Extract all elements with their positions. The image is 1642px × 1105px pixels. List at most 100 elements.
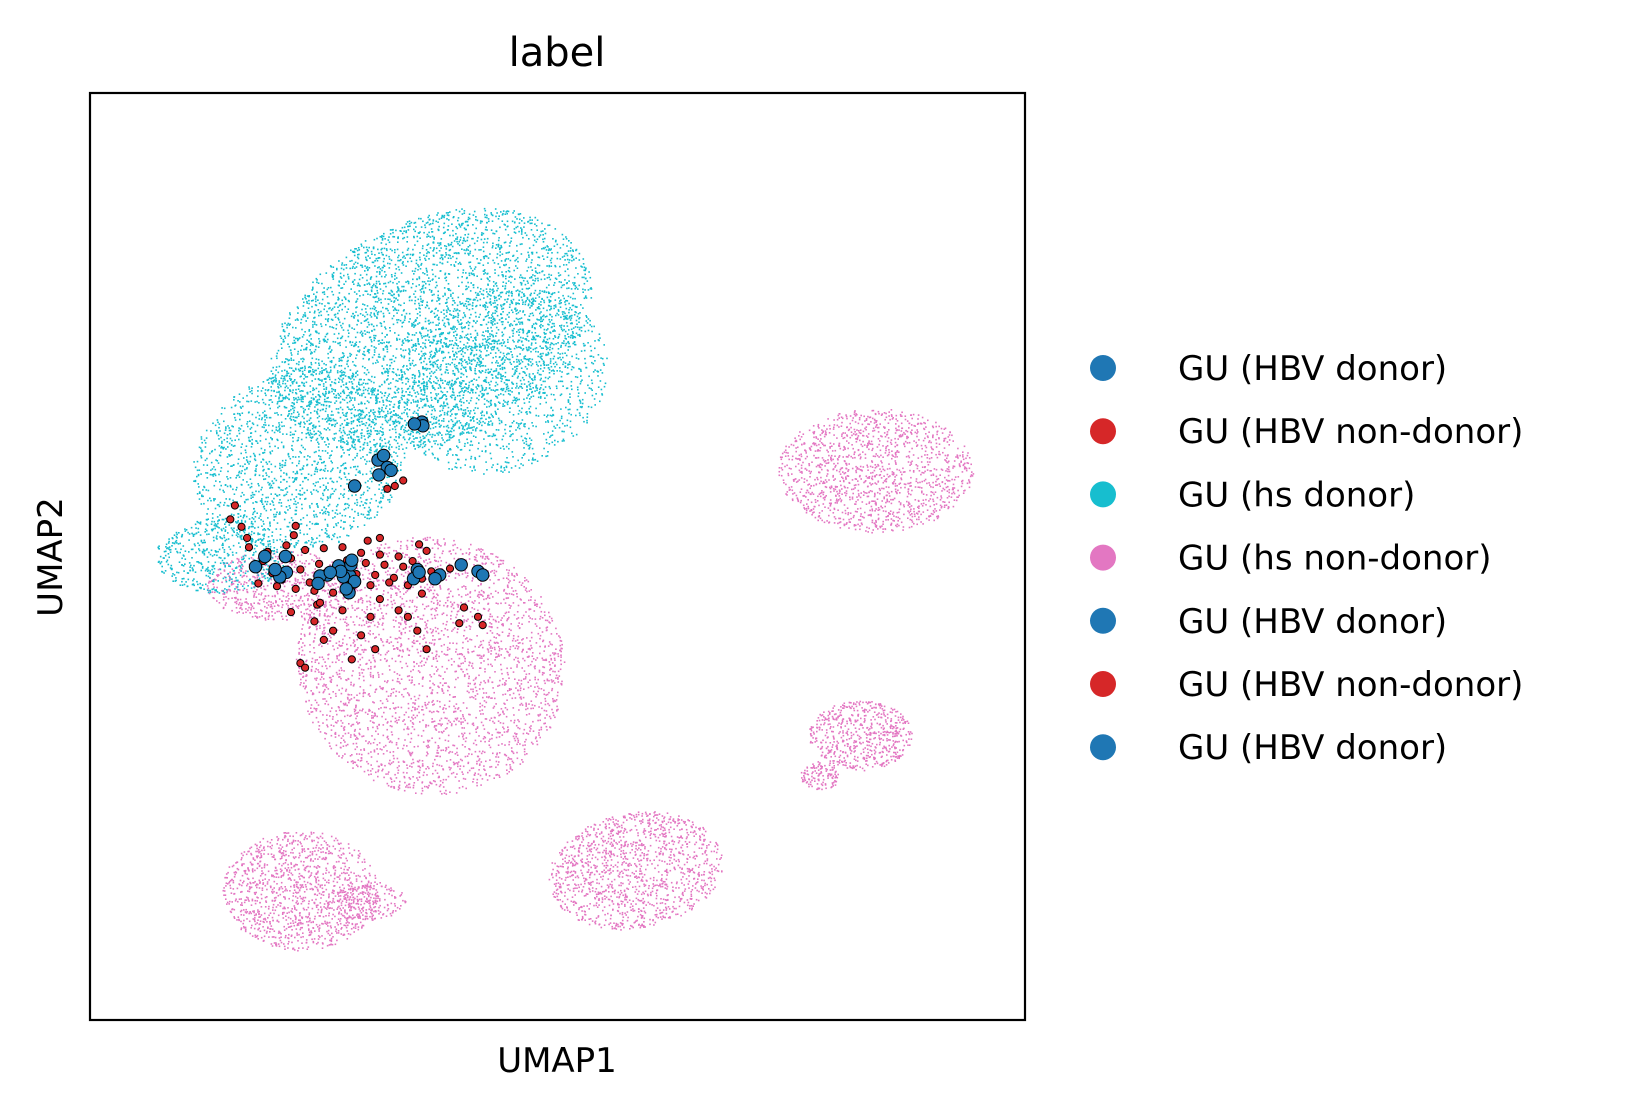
background-point <box>919 481 921 484</box>
background-point <box>525 714 528 716</box>
background-point <box>530 700 533 702</box>
background-point <box>393 626 395 628</box>
background-point <box>352 639 355 641</box>
background-point <box>469 611 472 613</box>
background-point <box>850 750 853 752</box>
background-point <box>345 690 347 692</box>
background-point <box>873 495 876 498</box>
background-point <box>254 585 256 588</box>
background-point <box>528 590 531 592</box>
background-point <box>438 674 440 677</box>
background-point <box>343 709 345 712</box>
background-point <box>418 665 420 667</box>
background-point <box>557 670 560 673</box>
background-point <box>857 756 859 759</box>
background-point <box>822 430 824 433</box>
background-point <box>381 748 383 751</box>
background-point <box>884 452 887 454</box>
background-point <box>800 499 802 502</box>
background-point <box>875 501 877 504</box>
background-point <box>365 649 367 651</box>
background-point <box>927 463 930 466</box>
background-point <box>528 615 530 617</box>
background-point <box>270 605 273 608</box>
background-point <box>399 605 402 607</box>
background-point <box>323 589 325 591</box>
background-point <box>809 728 811 730</box>
background-point <box>802 461 804 464</box>
background-point <box>421 781 423 784</box>
background-point <box>938 483 941 485</box>
background-point <box>865 426 868 428</box>
background-point <box>235 602 238 605</box>
background-point <box>257 557 259 560</box>
background-point <box>435 755 437 757</box>
background-point <box>468 677 470 680</box>
background-point <box>960 460 962 463</box>
background-point <box>383 552 386 554</box>
background-point <box>470 639 473 641</box>
background-point <box>936 430 939 433</box>
background-point <box>448 648 451 650</box>
background-point <box>208 580 211 583</box>
background-point <box>513 575 515 577</box>
background-point <box>942 451 944 454</box>
background-point <box>278 610 280 613</box>
background-point <box>890 490 893 493</box>
background-point <box>484 736 487 739</box>
background-point <box>917 431 919 433</box>
background-point <box>364 568 367 571</box>
background-point <box>433 602 435 604</box>
background-point <box>487 731 489 734</box>
background-point <box>348 628 350 631</box>
background-point <box>207 589 210 592</box>
background-point <box>551 681 553 683</box>
background-point <box>440 765 443 767</box>
background-point <box>240 604 242 607</box>
background-point <box>435 560 437 562</box>
background-point <box>408 675 411 677</box>
background-point <box>957 496 959 498</box>
background-point <box>303 617 306 620</box>
background-point <box>845 494 847 497</box>
background-point <box>328 635 331 637</box>
background-point <box>484 563 487 565</box>
background-point <box>397 677 399 680</box>
background-point <box>387 695 390 697</box>
background-point <box>453 705 455 708</box>
background-point <box>821 432 823 435</box>
background-point <box>441 793 443 795</box>
background-point <box>357 723 359 725</box>
background-point <box>786 464 788 467</box>
background-point <box>560 647 562 650</box>
background-point <box>877 438 880 440</box>
background-point <box>434 559 436 562</box>
background-point <box>430 642 433 645</box>
background-point <box>475 556 477 559</box>
background-point <box>854 745 857 748</box>
background-point <box>344 621 346 623</box>
background-point <box>463 629 466 632</box>
background-point <box>521 667 523 669</box>
background-point <box>522 744 524 747</box>
background-point <box>895 474 898 477</box>
background-point <box>891 482 894 484</box>
background-point <box>918 507 920 509</box>
background-point <box>479 774 482 777</box>
background-point <box>909 514 912 516</box>
background-point <box>353 696 356 699</box>
background-point <box>428 642 431 644</box>
background-point <box>479 667 481 669</box>
background-point <box>217 568 220 571</box>
background-point <box>871 443 874 446</box>
background-point <box>858 430 860 432</box>
background-point <box>803 478 806 480</box>
background-point <box>429 781 431 784</box>
background-point <box>478 759 480 762</box>
background-point <box>294 578 297 581</box>
background-point <box>455 703 458 705</box>
background-point <box>482 591 485 593</box>
background-point <box>369 625 371 628</box>
background-point <box>966 482 969 485</box>
background-point <box>414 610 417 613</box>
